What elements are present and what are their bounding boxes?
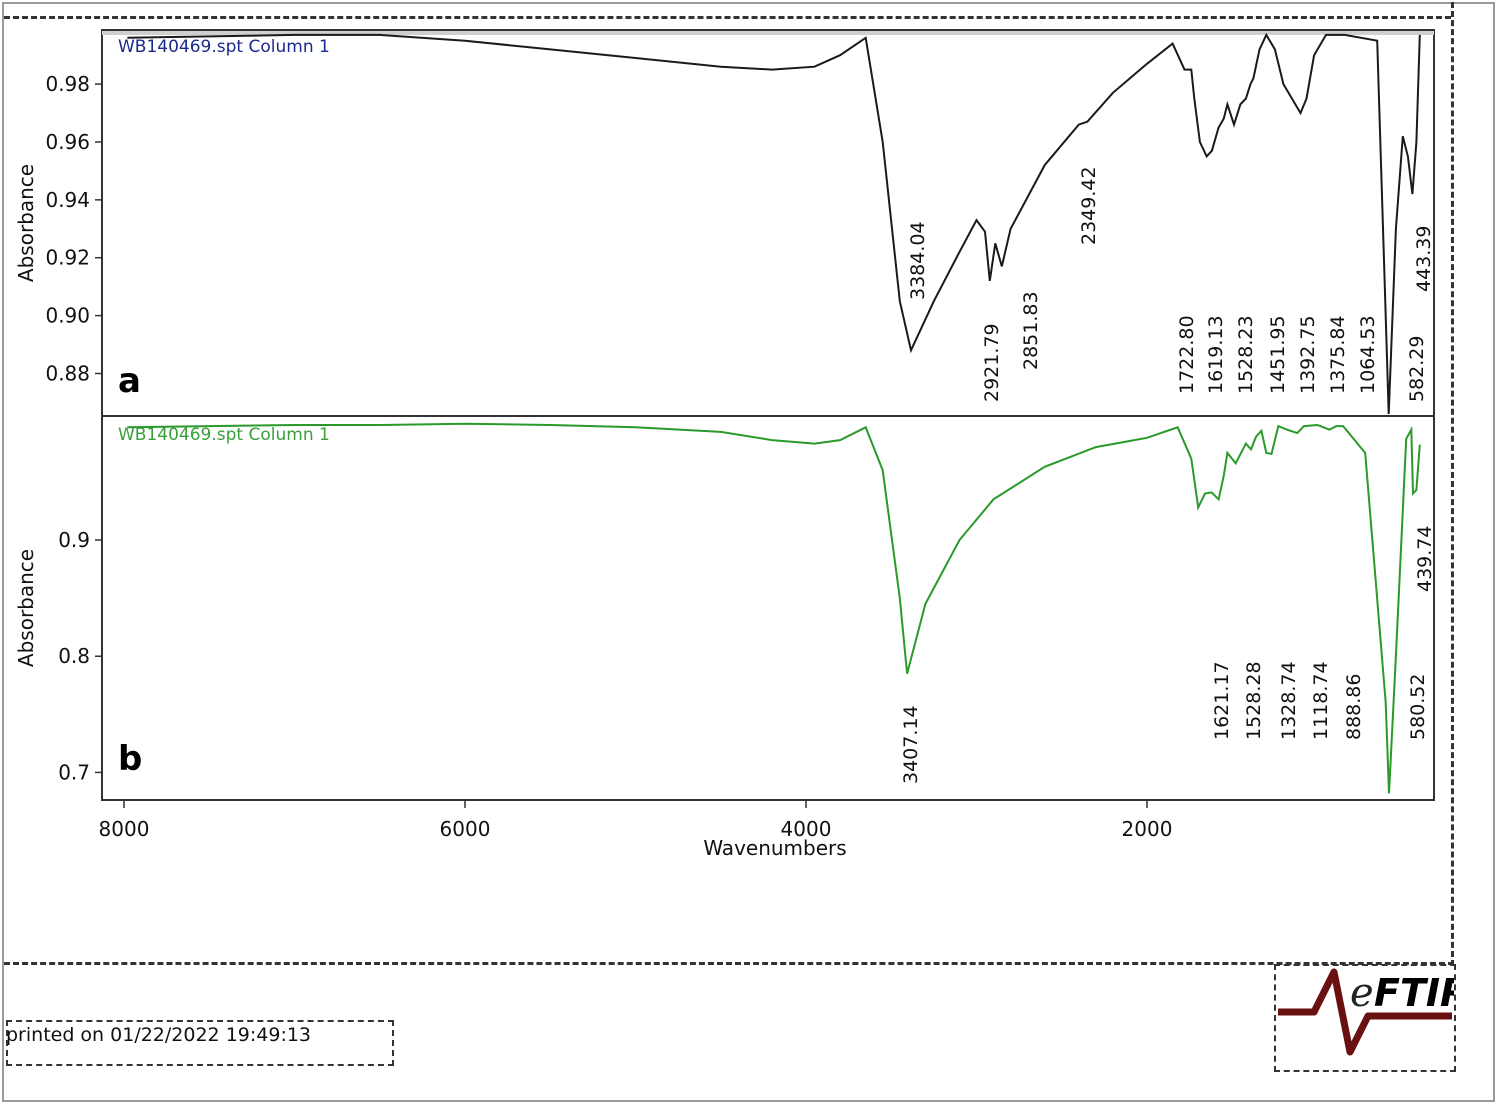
peak-label: 2921.79 <box>981 323 1003 402</box>
peak-label: 1619.13 <box>1205 315 1227 394</box>
printed-timestamp: printed on 01/22/2022 19:49:13 <box>6 1024 312 1046</box>
y-axis-title-b: Absorbance <box>14 549 38 667</box>
peak-label: 582.29 <box>1406 336 1428 402</box>
y-axis-title-a: Absorbance <box>14 164 38 282</box>
logo-brand: FTIR <box>1374 971 1454 1015</box>
printed-box <box>6 1020 394 1066</box>
x-tick-label: 4000 <box>781 817 832 841</box>
y-tick-label: 0.88 <box>45 361 90 385</box>
dashed-border-bottom <box>4 962 1454 965</box>
dashed-border-right <box>1451 2 1454 966</box>
y-tick-label: 0.9 <box>58 528 90 552</box>
spectrum-peak-icon: e FTIR <box>1278 968 1454 1056</box>
logo-box <box>1274 964 1456 1072</box>
series-title-a: WB140469.spt Column 1 <box>118 37 330 57</box>
plot-area-b <box>101 415 1435 801</box>
peak-label: 1621.17 <box>1211 661 1233 740</box>
dashed-border-top <box>4 16 1451 19</box>
y-tick-label: 0.90 <box>45 304 90 328</box>
peak-label: 888.86 <box>1343 674 1365 740</box>
y-tick-label: 0.98 <box>45 72 90 96</box>
peak-label: 580.52 <box>1407 674 1429 740</box>
peak-label: 1528.28 <box>1243 661 1265 740</box>
peak-label: 1528.23 <box>1235 315 1257 394</box>
series-line-b <box>127 422 1421 794</box>
peak-label: 3384.04 <box>907 221 929 300</box>
peak-label: 1118.74 <box>1310 661 1332 740</box>
logo-letter: e <box>1350 970 1374 1016</box>
peak-label: 1064.53 <box>1357 315 1379 394</box>
y-tick-label: 0.8 <box>58 644 90 668</box>
peak-label: 1451.95 <box>1267 315 1289 394</box>
peak-label: 439.74 <box>1414 526 1436 592</box>
series-line-a <box>127 32 1421 415</box>
peak-label: 2349.42 <box>1078 166 1100 245</box>
y-tick-label: 0.94 <box>45 188 90 212</box>
peak-label: 1375.84 <box>1327 315 1349 394</box>
peak-label: 1392.75 <box>1297 315 1319 394</box>
y-tick-label: 0.92 <box>45 246 90 270</box>
y-tick-label: 0.7 <box>58 760 90 784</box>
peak-label: 1328.74 <box>1278 661 1300 740</box>
x-axis-title: Wavenumbers <box>703 836 846 860</box>
x-tick-label: 6000 <box>440 817 491 841</box>
series-title-b: WB140469.spt Column 1 <box>118 425 330 445</box>
peak-label: 2851.83 <box>1020 291 1042 370</box>
y-tick-label: 0.96 <box>45 130 90 154</box>
x-tick-label: 8000 <box>99 817 150 841</box>
peak-label: 3407.14 <box>900 705 922 784</box>
panel-label-b: b <box>118 739 142 779</box>
peak-label: 443.39 <box>1413 226 1435 292</box>
panel-label-a: a <box>118 361 141 401</box>
x-tick-label: 2000 <box>1122 817 1173 841</box>
peak-label: 1722.80 <box>1176 315 1198 394</box>
